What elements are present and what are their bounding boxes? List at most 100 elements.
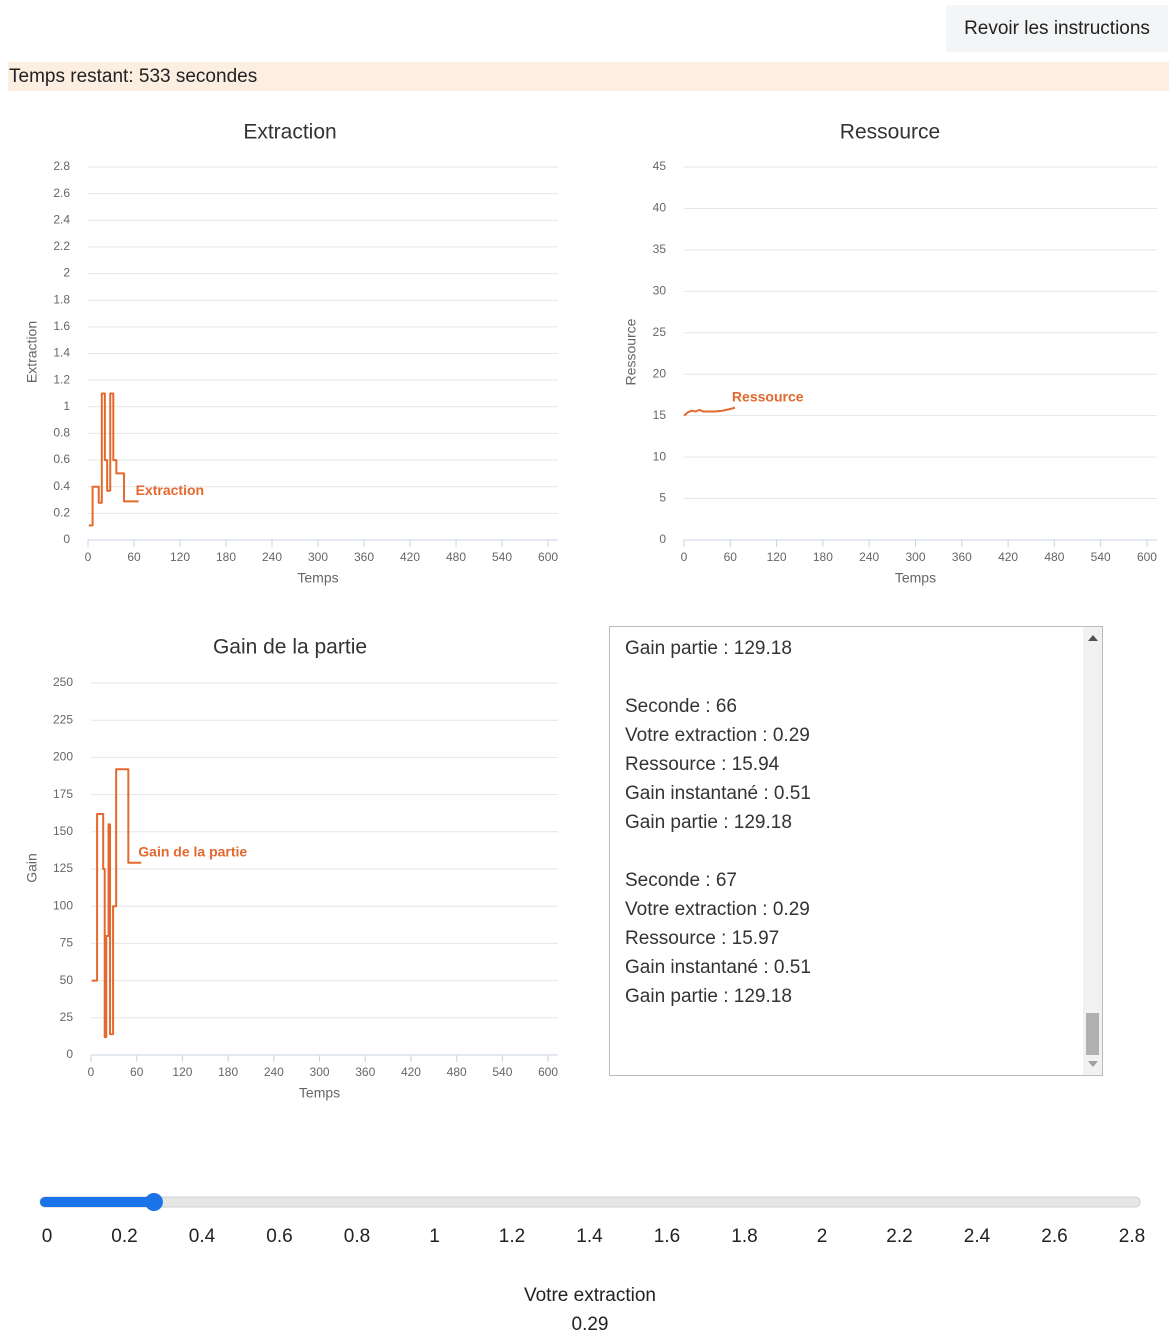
y-tick-label: 2.4 xyxy=(53,212,70,226)
x-tick-label: 480 xyxy=(446,550,466,564)
log-line: Gain partie : 129.18 xyxy=(625,638,792,659)
y-tick-label: 175 xyxy=(53,787,73,801)
y-tick-label: 40 xyxy=(653,201,667,215)
y-tick-label: 2.8 xyxy=(53,159,70,173)
chart-title: Extraction xyxy=(243,121,336,144)
y-tick-label: 20 xyxy=(653,366,667,380)
log-text: Gain partie : 129.18 Seconde : 66 Votre ex… xyxy=(625,634,811,1040)
x-tick-label: 540 xyxy=(492,550,512,564)
timer: Temps restant: 533 secondes xyxy=(8,62,1169,91)
chart-title: Gain de la partie xyxy=(213,636,367,659)
slider-tick-label: 0.8 xyxy=(344,1226,370,1247)
x-tick-label: 180 xyxy=(813,550,833,564)
slider-thumb[interactable] xyxy=(144,1193,163,1211)
x-tick-label: 600 xyxy=(538,1065,558,1079)
slider-tick-label: 1 xyxy=(429,1226,440,1247)
x-tick-label: 60 xyxy=(724,550,738,564)
x-tick-label: 180 xyxy=(218,1065,238,1079)
y-tick-label: 5 xyxy=(659,491,666,505)
x-tick-label: 120 xyxy=(170,550,190,564)
y-tick-label: 0 xyxy=(63,532,70,546)
log-line: Gain instantané : 0.51 xyxy=(625,957,811,978)
y-tick-label: 10 xyxy=(653,449,667,463)
log-line: Gain partie : 129.18 xyxy=(625,986,792,1007)
y-tick-label: 0.2 xyxy=(53,506,70,520)
slider-tick-label: 0 xyxy=(42,1226,53,1247)
x-tick-label: 240 xyxy=(859,550,879,564)
y-tick-label: 1 xyxy=(63,399,70,413)
y-tick-label: 25 xyxy=(60,1010,74,1024)
x-tick-label: 480 xyxy=(1044,550,1064,564)
x-tick-label: 600 xyxy=(1137,550,1157,564)
slider-tick-label: 0.2 xyxy=(111,1226,137,1247)
slider-track[interactable] xyxy=(39,1196,1141,1208)
slider-tick-label: 1.6 xyxy=(654,1226,680,1247)
scroll-up[interactable] xyxy=(1088,635,1098,641)
x-tick-label: 420 xyxy=(400,550,420,564)
x-tick-label: 60 xyxy=(130,1065,144,1079)
y-tick-label: 0.6 xyxy=(53,452,70,466)
y-tick-label: 50 xyxy=(60,973,74,987)
x-tick-label: 0 xyxy=(681,550,688,564)
x-tick-label: 120 xyxy=(172,1065,192,1079)
log-line: Votre extraction : 0.29 xyxy=(625,725,810,746)
slider-tick-label: 2.4 xyxy=(964,1226,991,1247)
y-tick-label: 250 xyxy=(53,675,73,689)
x-tick-label: 300 xyxy=(308,550,328,564)
slider-fill xyxy=(40,1197,154,1207)
y-tick-label: 1.2 xyxy=(53,372,70,386)
instructions-button[interactable]: Revoir les instructions xyxy=(946,5,1168,52)
y-axis-label: Gain xyxy=(24,853,40,883)
scroll-down[interactable] xyxy=(1088,1061,1098,1067)
log-line: Gain partie : 129.18 xyxy=(625,812,792,833)
slider-label: Votre extraction xyxy=(524,1285,656,1306)
x-tick-label: 360 xyxy=(952,550,972,564)
slider-tick-label: 2 xyxy=(817,1226,828,1247)
y-tick-label: 225 xyxy=(53,712,73,726)
series-label: Gain de la partie xyxy=(138,843,247,859)
y-tick-label: 0 xyxy=(66,1047,73,1061)
y-tick-label: 2.6 xyxy=(53,186,70,200)
data-line xyxy=(683,406,736,417)
x-tick-label: 420 xyxy=(998,550,1018,564)
chart-title: Ressource xyxy=(840,121,940,144)
log-line: Gain instantané : 0.51 xyxy=(625,783,811,804)
y-tick-label: 75 xyxy=(60,936,74,950)
y-tick-label: 15 xyxy=(653,408,667,422)
slider-tick-label: 2.8 xyxy=(1119,1226,1145,1247)
y-tick-label: 125 xyxy=(53,861,73,875)
slider-tick-label: 0.6 xyxy=(266,1226,292,1247)
x-axis-label: Temps xyxy=(895,570,936,586)
y-axis-label: Ressource xyxy=(623,318,639,385)
y-tick-label: 45 xyxy=(653,159,667,173)
y-tick-label: 1.6 xyxy=(53,319,70,333)
x-tick-label: 480 xyxy=(447,1065,467,1079)
scroll-thumb[interactable] xyxy=(1086,1013,1099,1055)
y-tick-label: 2.2 xyxy=(53,239,70,253)
y-tick-label: 0.4 xyxy=(53,479,70,493)
slider-tick-label: 1.4 xyxy=(576,1226,603,1247)
y-tick-label: 100 xyxy=(53,898,73,912)
x-tick-label: 300 xyxy=(310,1065,330,1079)
data-line xyxy=(88,392,139,527)
x-tick-label: 540 xyxy=(492,1065,512,1079)
y-axis-label: Extraction xyxy=(24,321,40,383)
x-tick-label: 240 xyxy=(262,550,282,564)
x-axis-label: Temps xyxy=(299,1085,340,1101)
log-line: Ressource : 15.94 xyxy=(625,754,780,775)
slider-tick-label: 0.4 xyxy=(189,1226,216,1247)
y-tick-label: 0 xyxy=(659,532,666,546)
log-line: Ressource : 15.97 xyxy=(625,928,780,949)
y-tick-label: 1.8 xyxy=(53,292,70,306)
x-tick-label: 120 xyxy=(767,550,787,564)
x-tick-label: 0 xyxy=(88,1065,95,1079)
log-group: Gain partie : 129.18 xyxy=(625,634,811,663)
x-axis-label: Temps xyxy=(297,570,338,586)
scrollbar[interactable] xyxy=(1083,627,1102,1075)
log-panel[interactable]: Gain partie : 129.18 Seconde : 66 Votre ex… xyxy=(609,626,1103,1076)
y-tick-label: 1.4 xyxy=(53,346,70,360)
series-label: Ressource xyxy=(732,388,804,404)
x-tick-label: 540 xyxy=(1091,550,1111,564)
